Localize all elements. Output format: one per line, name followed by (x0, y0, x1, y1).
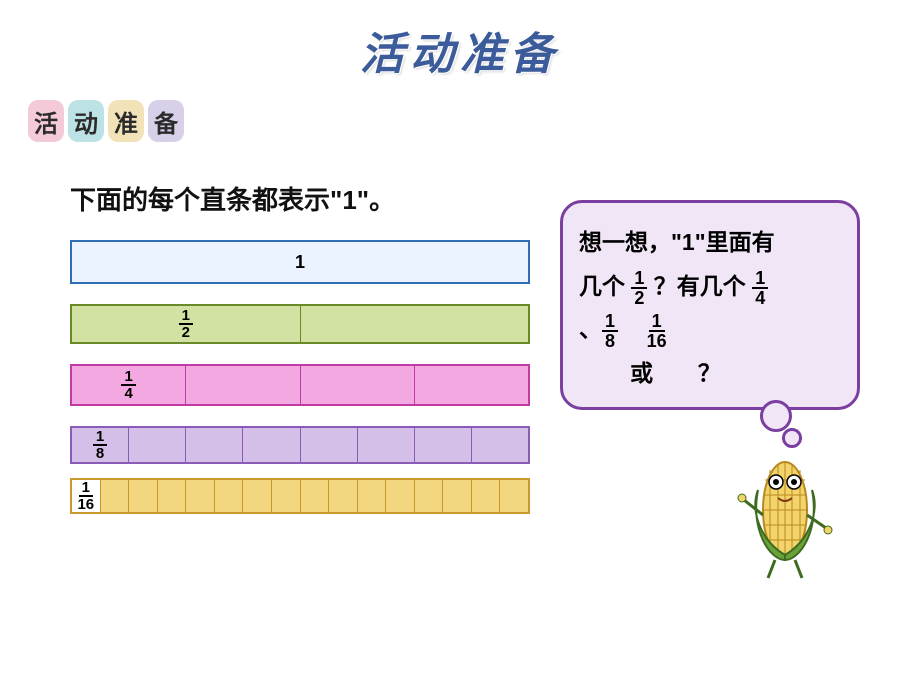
bar-8: 18 (70, 426, 530, 464)
badge-char: 活 (28, 100, 64, 142)
bar-4: 14 (70, 364, 530, 406)
bar-segment (386, 480, 415, 512)
bar-segment (186, 366, 300, 404)
speech-one: 1 (682, 229, 695, 255)
bar-segment: 14 (72, 366, 186, 404)
bar-segment (129, 428, 186, 462)
bar-segment (301, 480, 330, 512)
badge-char: 备 (148, 100, 184, 142)
bar-segment (129, 480, 158, 512)
badge-char: 动 (68, 100, 104, 142)
speech-gap (618, 316, 644, 342)
bar-segment (415, 428, 472, 462)
speech-text: "里面有 (695, 229, 775, 255)
bar-segment (415, 480, 444, 512)
bar-segment (158, 480, 187, 512)
bar-segment (243, 480, 272, 512)
frac-1-2: 12 (631, 269, 647, 307)
frac-1-16: 116 (644, 312, 670, 350)
section-badge: 活 动 准 备 (28, 100, 184, 142)
bar-segment (301, 306, 529, 342)
bar-segment (215, 480, 244, 512)
bar-segment (101, 480, 130, 512)
fraction-bars: 1 12 14 18 116 (70, 240, 530, 534)
speech-text: 几个 (579, 273, 631, 299)
bar-segment (443, 480, 472, 512)
speech-text: 、 (579, 316, 602, 342)
bar-16: 116 (70, 478, 530, 514)
fraction-label: 12 (179, 308, 193, 340)
instruction-text: 下面的每个直条都表示"1"。 (70, 180, 395, 217)
fraction-label: 18 (93, 429, 107, 461)
bar-segment: 18 (72, 428, 129, 462)
bar-segment (301, 366, 415, 404)
bar-segment: 116 (72, 480, 101, 512)
corn-character-icon (730, 440, 840, 580)
bar-segment (301, 428, 358, 462)
speech-text: ？有几个 (647, 273, 752, 299)
bar-segment (186, 480, 215, 512)
bar-segment (472, 480, 501, 512)
bar-segment: 1 (72, 242, 528, 282)
bar-segment (186, 428, 243, 462)
bar-2: 12 (70, 304, 530, 344)
fraction-label: 14 (121, 369, 135, 401)
bar-segment (500, 480, 528, 512)
bar-segment (358, 480, 387, 512)
speech-bubble: 想一想，"1"里面有 几个 12 ？有几个 14 、18 116 或 ？ (560, 200, 860, 410)
page-title: 活动准备 (0, 18, 920, 82)
bar-segment: 12 (72, 306, 301, 342)
speech-text: 想一想，" (579, 229, 682, 255)
frac-1-4: 14 (752, 269, 768, 307)
bar-segment (329, 480, 358, 512)
frac-1-8: 18 (602, 312, 618, 350)
bar-1: 1 (70, 240, 530, 284)
speech-text: 或 ？ (579, 360, 721, 386)
bar-segment (472, 428, 528, 462)
bar-segment (358, 428, 415, 462)
bar-segment (243, 428, 300, 462)
bar-segment (272, 480, 301, 512)
fraction-label: 116 (74, 480, 97, 512)
badge-char: 准 (108, 100, 144, 142)
bar-segment (415, 366, 528, 404)
